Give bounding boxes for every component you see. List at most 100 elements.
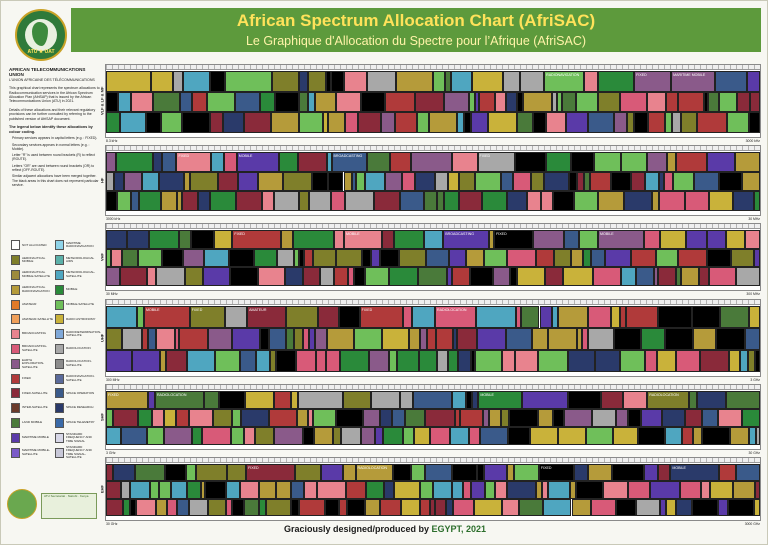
allocation-block [346,498,365,516]
allocation-block [106,112,120,133]
allocation-block [444,191,460,211]
allocation-block [340,350,369,372]
legend-entry: STANDARD FREQUENCY AND TIME SIGNAL [55,430,99,445]
legend-label: STANDARD FREQUENCY AND TIME SIGNAL-SATEL… [66,444,92,460]
footer-credit: Graciously designed/produced by EGYPT, 2… [1,524,768,534]
allocation-block [205,481,227,499]
allocation-block [676,498,692,516]
allocation-block [380,112,396,133]
allocation-block [616,498,636,516]
allocation-block [682,427,694,445]
allocation-block [465,248,484,268]
allocation-block [343,71,367,92]
legend-label: LAND MOBILE [22,420,43,425]
legend-swatch [55,388,64,399]
allocation-block [451,391,466,409]
allocation-block [698,267,709,286]
allocation-block [532,112,546,133]
allocation-block [492,267,511,286]
allocation-block [232,498,244,516]
legend-swatch [11,403,20,414]
allocation-block [735,464,760,482]
band-start-frequency: 3 GHz [106,451,116,455]
legend-label: AMATEUR [22,301,37,306]
allocation-block [688,391,698,409]
allocation-block [660,498,666,516]
allocation-label: RADIOLOCATION [156,392,187,397]
allocation-block [506,91,517,113]
allocation-block [119,112,146,133]
allocation-block: BROADCASTING [331,152,368,172]
allocation-block [244,498,259,516]
allocation-block [335,248,362,268]
allocation-block [656,248,678,268]
legend-swatch [55,373,64,384]
allocation-block [474,350,503,372]
legend-label: INTER-SATELLITE [22,405,48,410]
allocation-block: RADIOLOCATION [647,391,689,409]
band-label: EHF [99,485,105,493]
allocation-block [274,391,292,409]
allocation-block [309,191,332,211]
allocation-block [563,267,593,286]
allocation-block [515,306,522,328]
allocation-block [173,71,184,92]
allocation-block [316,481,346,499]
allocation-block [644,171,659,192]
allocation-block [106,71,151,92]
allocation-block [218,391,245,409]
allocation-block [660,230,687,249]
allocation-block [148,391,155,409]
allocation-block [326,350,340,372]
allocation-block [153,152,163,172]
allocation-block [565,112,588,133]
allocation-block [701,481,710,499]
allocation-block [163,427,193,445]
allocation-block [123,498,130,516]
allocation-block [507,464,514,482]
allocation-block [285,328,294,350]
allocation-block [106,498,124,516]
allocation-block [224,306,248,328]
allocation-block [314,91,336,113]
frequency-scale [106,224,760,229]
allocation-block [620,306,626,328]
allocation-block [326,152,332,172]
allocation-block [256,350,271,372]
allocation-block [425,248,450,268]
allocation-block [260,91,276,113]
allocation-block [180,91,193,113]
allocation-block [383,481,394,499]
allocation-block [158,171,184,192]
allocation-block [746,71,760,92]
allocation-block [658,171,665,192]
allocation-block [270,112,299,133]
allocation-block [571,152,594,172]
allocation-block [532,230,564,249]
allocation-block [666,498,677,516]
band-start-frequency: 8.3 kHz [106,139,118,143]
allocation-block: MOBILE [143,306,190,328]
allocation-block [339,498,347,516]
allocation-block [475,171,501,192]
allocation-block [685,409,703,427]
legend-swatch [55,343,64,354]
legend-swatch [11,358,20,369]
allocation-block [163,409,176,427]
allocation-block [567,350,595,372]
allocation-block [340,427,361,445]
allocation-block [148,328,156,350]
allocation-block [185,267,203,286]
allocation-block [434,498,446,516]
allocation-block [419,481,433,499]
allocation-block [424,191,438,211]
allocation-block [155,328,176,350]
allocation-block [620,91,647,113]
allocation-block [302,427,314,445]
legend-swatch [55,403,64,414]
allocation-block [343,464,356,482]
allocation-block [477,328,506,350]
allocation-block [343,171,353,192]
allocation-block [581,328,589,350]
footer-text: Graciously designed/produced by [283,524,429,534]
